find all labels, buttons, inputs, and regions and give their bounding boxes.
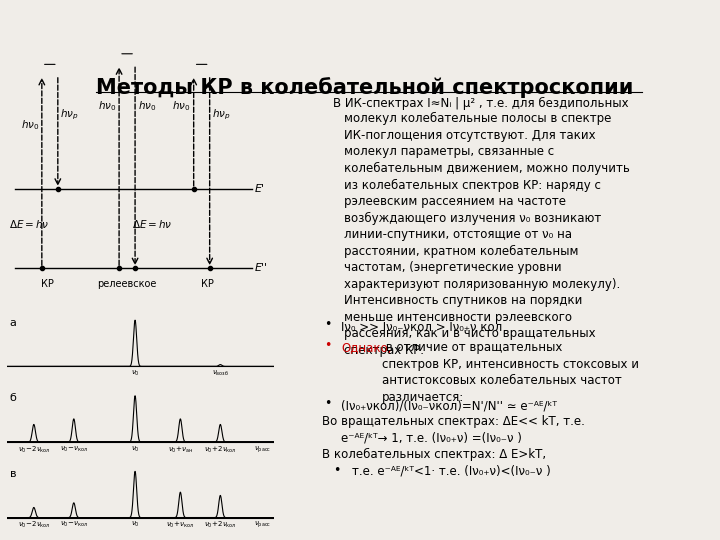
- Text: В колебательных спектрах: Δ E>kT,: В колебательных спектрах: Δ E>kT,: [322, 448, 546, 461]
- Text: в: в: [10, 469, 17, 479]
- Text: КР: КР: [201, 279, 213, 289]
- Text: Однако,: Однако,: [341, 341, 392, 354]
- Text: •: •: [324, 319, 332, 332]
- Text: $\nu_0\!+\!\nu_{\rm кол}$: $\nu_0\!+\!\nu_{\rm кол}$: [166, 520, 194, 530]
- Text: E'': E'': [255, 263, 268, 273]
- Text: $h\nu_0$: $h\nu_0$: [21, 118, 39, 132]
- Text: •: •: [324, 339, 332, 352]
- Text: a: a: [10, 318, 17, 328]
- Text: $\nu_{\rm расс}$: $\nu_{\rm расс}$: [254, 444, 271, 455]
- Text: $\nu_0\!-\!\nu_{\rm кол}$: $\nu_0\!-\!\nu_{\rm кол}$: [60, 520, 88, 529]
- Text: КР: КР: [41, 279, 53, 289]
- Text: молекул колебательные полосы в спектре
ИК-поглощения отсутствуют. Для таких
моле: молекул колебательные полосы в спектре И…: [344, 112, 630, 357]
- Text: •: •: [324, 397, 332, 410]
- Text: в отличие от вращательных
спектров КР, интенсивность стоксовых и
антистоксовых к: в отличие от вращательных спектров КР, и…: [382, 341, 639, 404]
- Text: •: •: [333, 464, 340, 477]
- Text: $\nu_0\!+\!2\nu_{\rm кол}$: $\nu_0\!+\!2\nu_{\rm кол}$: [204, 444, 237, 455]
- Text: $\nu_{\rm возб}$: $\nu_{\rm возб}$: [212, 369, 229, 378]
- Text: б: б: [10, 394, 17, 403]
- Text: В ИК-спектрах I≈Nᵢ | μ² , т.е. для бездипольных: В ИК-спектрах I≈Nᵢ | μ² , т.е. для безди…: [333, 97, 629, 110]
- Text: $\nu_0$: $\nu_0$: [131, 369, 140, 378]
- Text: $\nu_0\!+\!2\nu_{\rm кол}$: $\nu_0\!+\!2\nu_{\rm кол}$: [204, 520, 237, 530]
- Text: $h\nu_0$: $h\nu_0$: [172, 99, 191, 113]
- Text: Iν₀ >> Iν₀₋νкол > Iν₀₊ν кол: Iν₀ >> Iν₀₋νкол > Iν₀₊ν кол: [341, 321, 503, 334]
- Text: Методы КР в колебательной спектроскопии: Методы КР в колебательной спектроскопии: [96, 77, 633, 98]
- Text: $\Delta E = h\nu$: $\Delta E = h\nu$: [132, 218, 173, 231]
- Text: $\Delta E = h\nu$: $\Delta E = h\nu$: [9, 218, 49, 231]
- Text: т.е. e⁻ᴬᴱ/ᵏᵀ<1· т.е. (Iν₀₊ν)<(Iν₀₋ν ): т.е. e⁻ᴬᴱ/ᵏᵀ<1· т.е. (Iν₀₊ν)<(Iν₀₋ν ): [352, 465, 551, 478]
- Text: $h\nu_p$: $h\nu_p$: [212, 107, 231, 122]
- Text: $h\nu_p$: $h\nu_p$: [60, 107, 79, 122]
- Text: e⁻ᴬᴱ/ᵏᵀ→ 1, т.е. (Iν₀₊ν) =(Iν₀₋ν ): e⁻ᴬᴱ/ᵏᵀ→ 1, т.е. (Iν₀₊ν) =(Iν₀₋ν ): [341, 432, 522, 445]
- Text: релеевское: релеевское: [97, 279, 157, 289]
- Text: $\nu_0$: $\nu_0$: [131, 520, 140, 529]
- Text: $h\nu_0$: $h\nu_0$: [138, 99, 156, 113]
- Text: $h\nu_0$: $h\nu_0$: [98, 99, 116, 113]
- Text: $\nu_0\!+\!\nu_{\rm ан}$: $\nu_0\!+\!\nu_{\rm ан}$: [168, 444, 193, 455]
- Text: Во вращательных спектрах: ΔE<< kT, т.е.: Во вращательных спектрах: ΔE<< kT, т.е.: [322, 415, 585, 428]
- Text: $\nu_0\!-\!2\nu_{\rm кол}$: $\nu_0\!-\!2\nu_{\rm кол}$: [17, 520, 50, 530]
- Text: E': E': [255, 184, 265, 194]
- Text: $\nu_0$: $\nu_0$: [131, 444, 140, 454]
- Text: $\nu_{\rm расс}$: $\nu_{\rm расс}$: [254, 520, 271, 530]
- Text: $\nu_0\!-\!2\nu_{\rm кол}$: $\nu_0\!-\!2\nu_{\rm кол}$: [17, 444, 50, 455]
- Text: $\nu_0\!-\!\nu_{\rm кол}$: $\nu_0\!-\!\nu_{\rm кол}$: [60, 444, 88, 454]
- Text: (Iν₀₊νкол)/(Iν₀₋νкол)=N'/N'' ≃ e⁻ᴬᴱ/ᵏᵀ: (Iν₀₊νкол)/(Iν₀₋νкол)=N'/N'' ≃ e⁻ᴬᴱ/ᵏᵀ: [341, 399, 557, 412]
